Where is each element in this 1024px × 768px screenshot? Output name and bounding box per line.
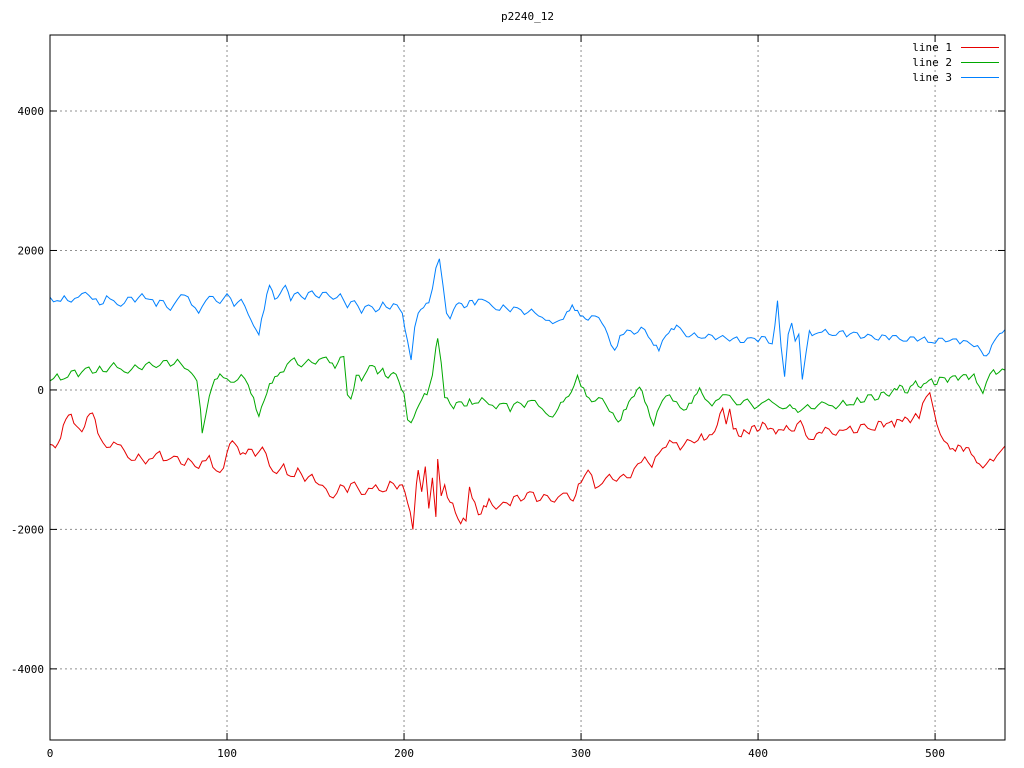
legend-label: line 1 [912,41,952,54]
x-tick-label: 200 [394,747,414,760]
x-tick-label: 300 [571,747,591,760]
legend: line 1 line 2 line 3 [912,40,999,85]
plot-border [49,34,1006,741]
y-tick-label: 2000 [18,244,45,257]
x-tick-label: 500 [925,747,945,760]
x-tick-label: 0 [47,747,54,760]
legend-item-line-3: line 3 [912,70,999,85]
legend-label: line 2 [912,56,952,69]
legend-label: line 3 [912,71,952,84]
x-tick-label: 400 [748,747,768,760]
y-tick-label: -4000 [11,663,44,676]
y-tick-label: 0 [37,384,44,397]
series-line-3 [50,258,1005,380]
legend-item-line-1: line 1 [912,40,999,55]
legend-item-line-2: line 2 [912,55,999,70]
y-tick-label: 4000 [18,105,45,118]
chart-title: p2240_12 [501,10,554,23]
y-tick-label: -2000 [11,523,44,536]
x-tick-label: 100 [217,747,237,760]
legend-line-sample [961,77,999,78]
legend-line-sample [961,47,999,48]
series-line-1 [50,391,1005,530]
series-line-2 [50,338,1005,434]
legend-line-sample [961,62,999,63]
